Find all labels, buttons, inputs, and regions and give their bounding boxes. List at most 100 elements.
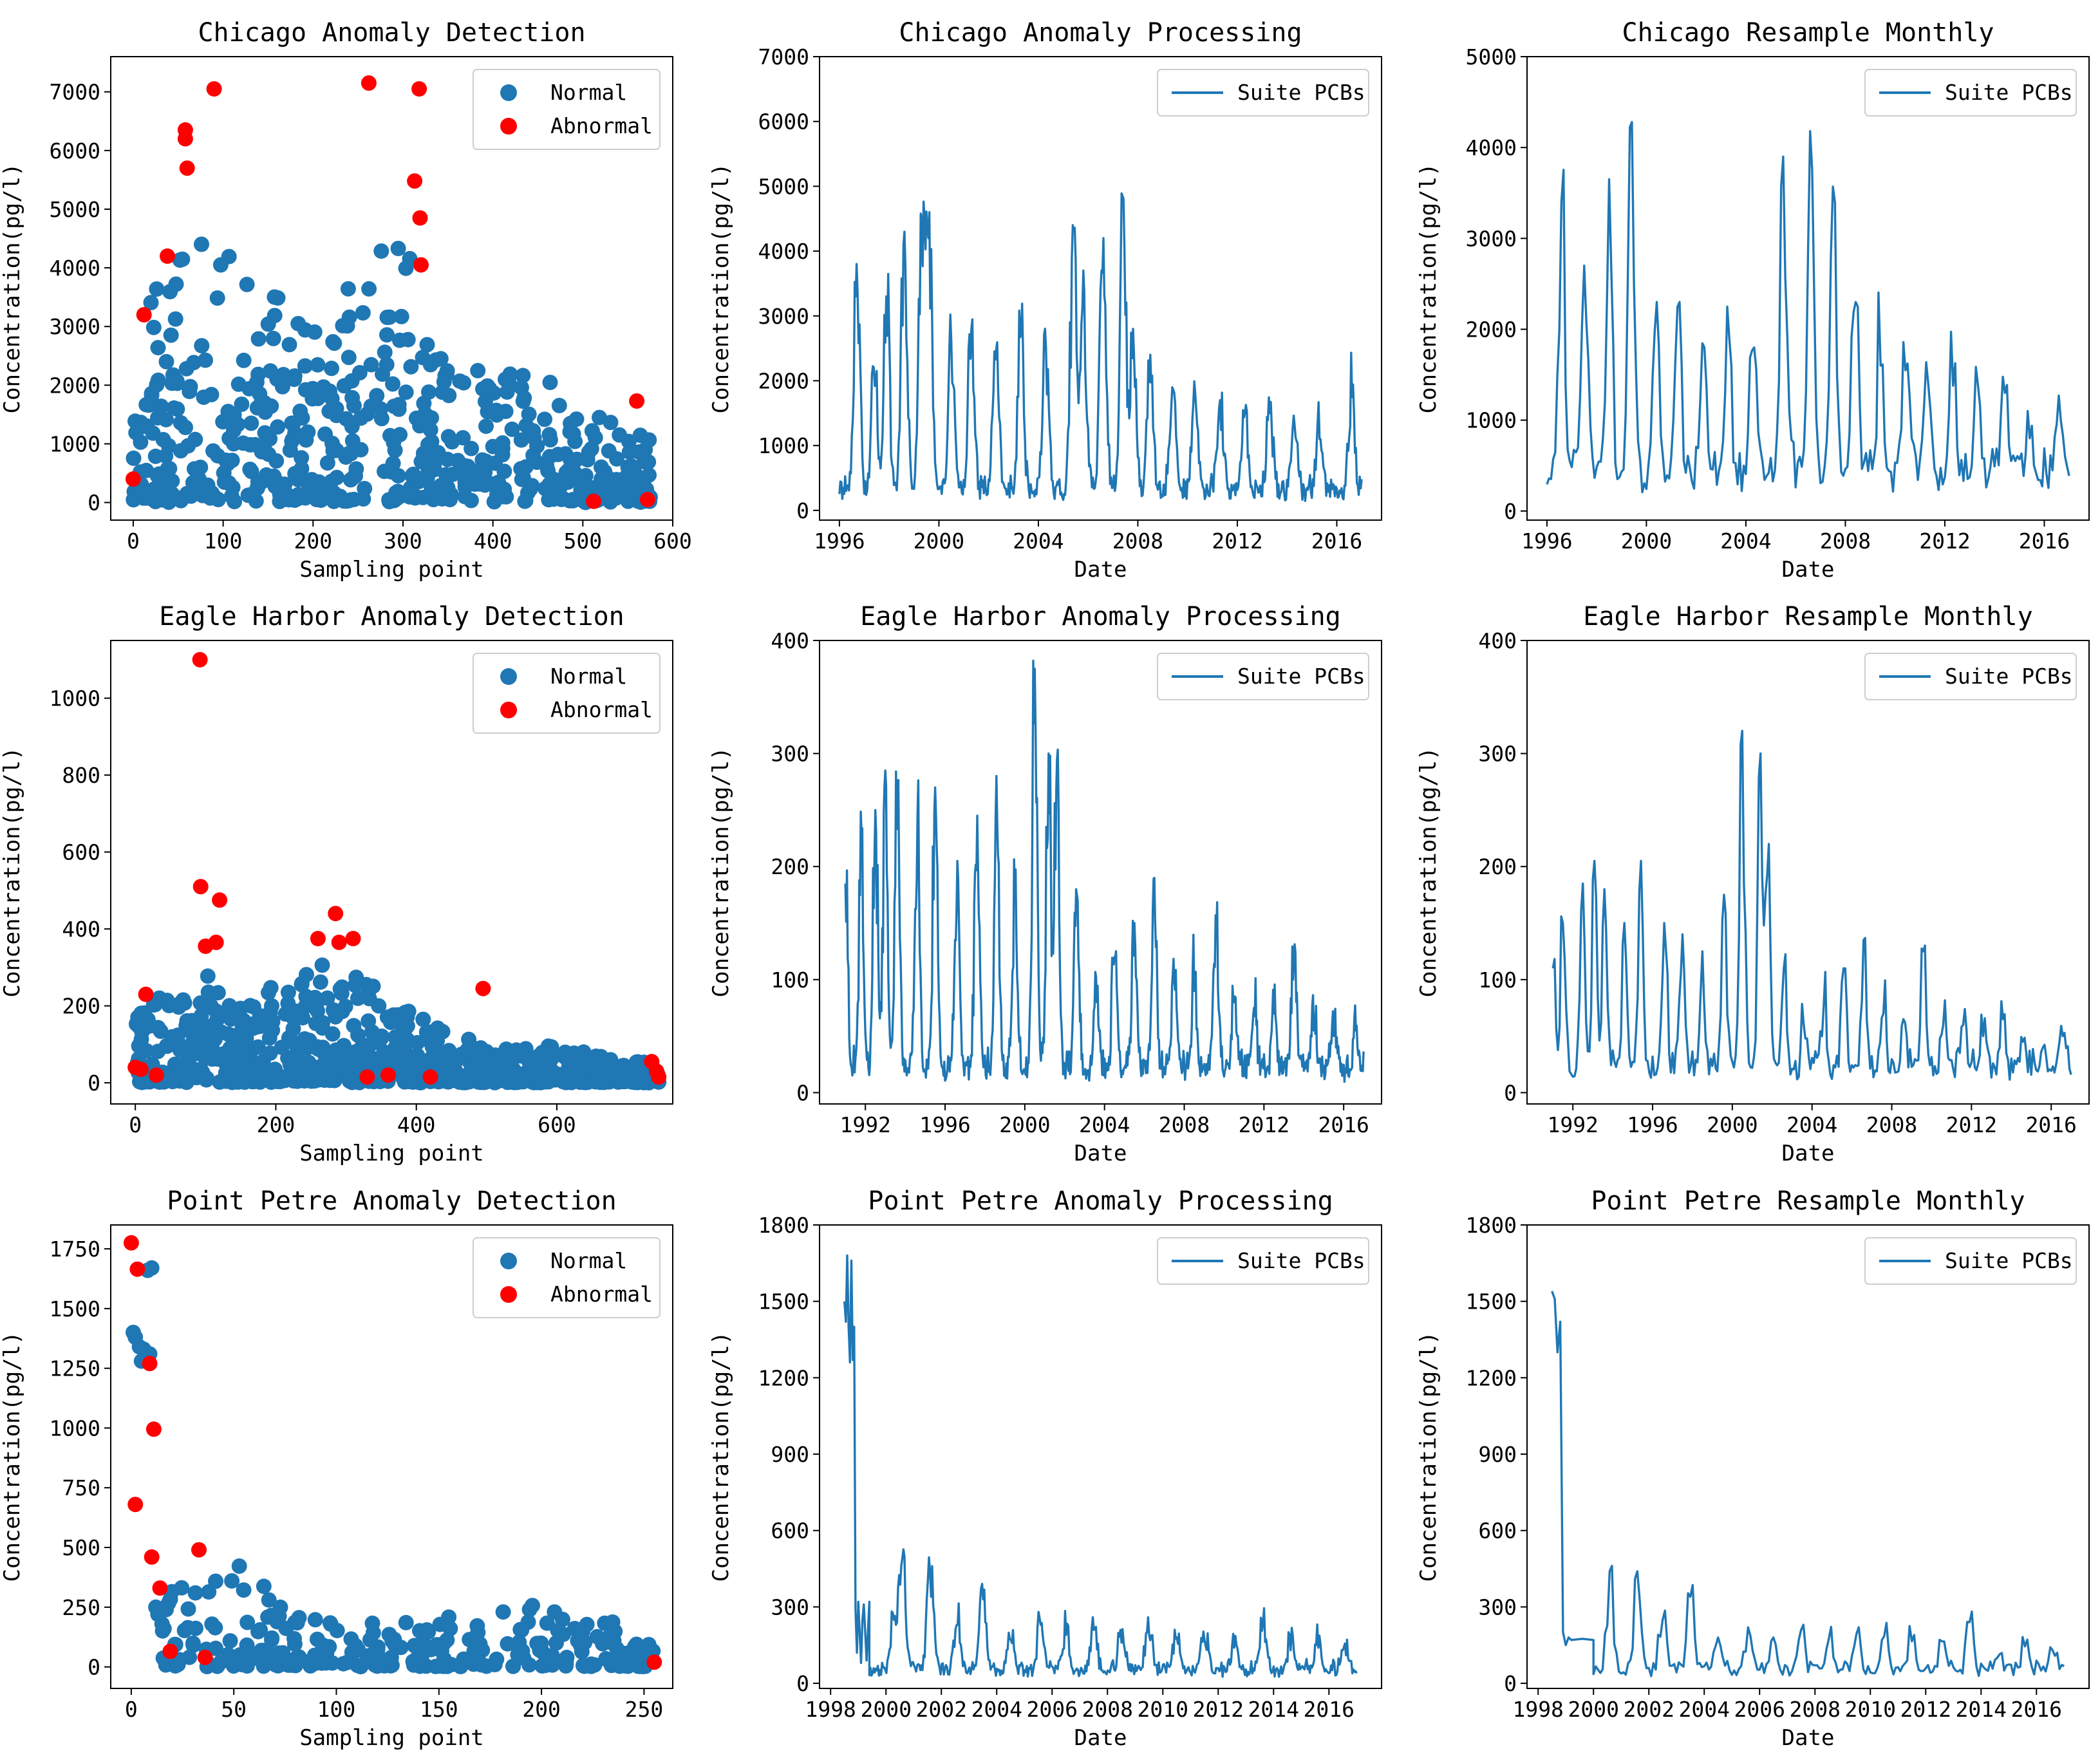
x-tick-label: 1998 [805,1697,856,1722]
legend-label: Abnormal [550,1282,653,1307]
y-tick-label: 4000 [50,256,100,281]
normal-point [315,1014,330,1031]
legend-label: Suite PCBs [1945,1248,2073,1273]
normal-point [165,367,181,383]
normal-point [326,335,342,351]
legend-label: Suite PCBs [1237,664,1365,689]
legend-box [473,653,661,734]
x-tick-label: 2000 [914,528,964,554]
normal-point [329,469,345,485]
normal-point [263,980,279,996]
normal-point [294,450,310,466]
normal-point [223,488,239,504]
normal-point [170,1027,185,1043]
x-tick-label: 2016 [2025,1112,2076,1137]
normal-point [543,1065,559,1081]
x-tick-label: 1998 [1512,1697,1563,1722]
normal-point [234,397,250,412]
normal-point [319,455,335,471]
series-line-suite-pcbs [1551,1291,2065,1677]
normal-point [533,1635,549,1651]
y-tick-label: 1000 [758,433,809,458]
normal-point [343,1631,359,1647]
abnormal-point [177,131,193,147]
normal-point [420,1624,436,1640]
normal-point [333,1058,350,1074]
normal-point [184,1025,200,1041]
normal-point [285,415,301,431]
normal-point [269,1651,285,1667]
x-tick-label: 2008 [1159,1112,1210,1137]
plot-area [838,192,1363,502]
normal-point [176,995,192,1011]
normal-point [256,438,272,454]
x-tick-label: 2004 [1013,528,1064,554]
normal-point [178,420,193,435]
normal-point [399,1032,415,1048]
normal-point [543,1043,558,1059]
y-tick-label: 900 [1478,1442,1517,1467]
normal-point [281,1030,297,1046]
normal-point [489,486,505,502]
normal-point [321,1639,337,1655]
normal-point [186,355,202,371]
y-tick-label: 200 [62,994,100,1019]
normal-point [589,1629,605,1645]
normal-point [162,460,178,476]
normal-point [154,492,170,508]
normal-point [267,1061,283,1078]
x-tick-label: 2000 [860,1697,911,1722]
normal-point [196,389,212,406]
normal-point [373,411,389,427]
y-axis-label: Concentration(pg/l) [0,163,25,414]
x-axis-label: Date [1074,557,1127,583]
y-tick-label: 0 [1504,1671,1517,1696]
normal-point [444,434,460,450]
normal-point [269,1614,285,1630]
normal-point [208,1573,223,1589]
normal-point [545,486,561,502]
x-tick-label: 2004 [1678,1697,1729,1722]
normal-point [421,463,437,479]
normal-point [495,1604,511,1620]
normal-point [243,463,259,480]
normal-point [216,465,232,481]
x-tick-label: 2012 [1919,528,1970,554]
x-tick-label: 2004 [971,1697,1022,1722]
normal-point [400,332,416,348]
normal-point [550,447,566,462]
normal-point [421,384,436,400]
normal-point [641,432,657,448]
x-tick-label: 100 [317,1697,356,1722]
normal-point [386,434,402,451]
normal-point [207,490,223,506]
normal-point [312,974,328,990]
chart-panel: 1992 1996 2000 2004 2008 2012 2016 0 100 200 300 40… [1416,602,2090,1166]
y-tick-label: 1500 [1466,1289,1517,1314]
normal-point [415,1011,431,1027]
normal-point [194,1065,211,1080]
x-tick-label: 600 [653,528,692,554]
plot-area [843,1254,1358,1678]
x-tick-label: 100 [204,528,243,554]
abnormal-point [145,1421,162,1437]
y-tick-label: 2000 [1466,317,1517,342]
normal-point [338,493,354,509]
axes-frame [110,1224,673,1689]
normal-point [143,295,159,311]
x-tick-label: 50 [221,1697,247,1722]
normal-point [361,1013,377,1029]
normal-point [250,1039,266,1055]
normal-point [138,1019,155,1035]
normal-point [326,492,342,508]
x-tick-label: 2008 [1866,1112,1917,1137]
normal-point [521,406,537,422]
abnormal-point [646,1654,662,1670]
y-axis-label: Concentration(pg/l) [1416,747,1441,998]
normal-point [384,1011,400,1027]
normal-point [370,1641,386,1658]
normal-point [628,485,644,500]
normal-point [310,357,326,373]
normal-point [150,410,165,426]
normal-point [308,480,323,496]
